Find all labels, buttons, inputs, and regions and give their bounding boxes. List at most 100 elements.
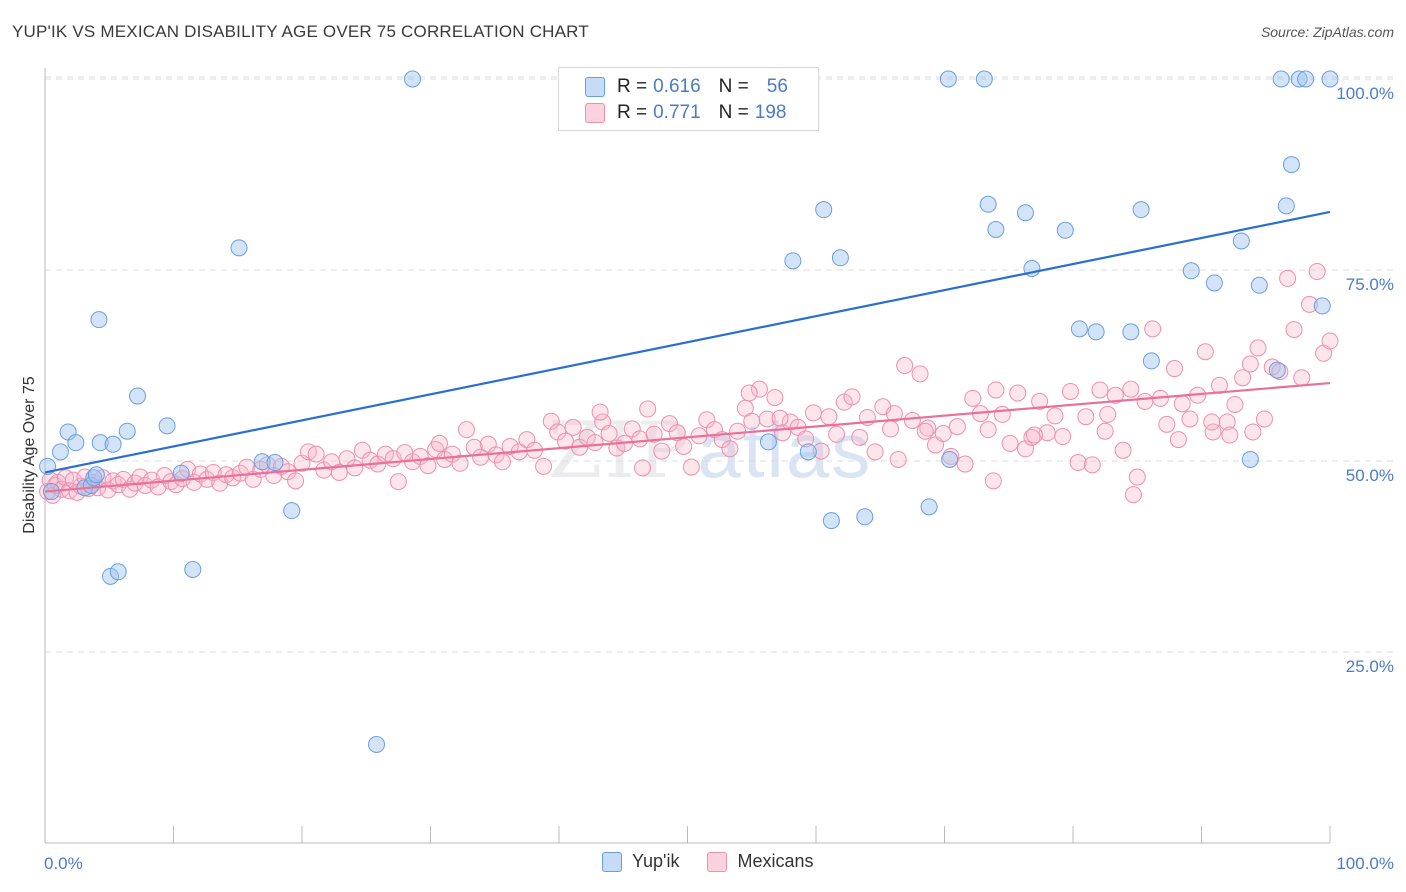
mexicans-point — [758, 410, 776, 428]
mexicans-point — [1077, 408, 1095, 426]
yupik-swatch — [585, 77, 605, 97]
mexicans-point — [1226, 395, 1244, 413]
yupik-point — [158, 417, 176, 435]
legend-item-mexicans: Mexicans — [707, 851, 814, 872]
mexicans-point — [1293, 369, 1311, 387]
mexicans-point — [916, 422, 934, 440]
y-tick-label: 50.0% — [1346, 466, 1394, 485]
legend-n-value-mexicans: 198 — [754, 102, 787, 123]
mexicans-point — [493, 453, 511, 471]
yupik-point — [404, 70, 422, 88]
mexicans-point — [1091, 381, 1109, 399]
mexicans-point — [1069, 454, 1087, 472]
mexicans-point — [1001, 434, 1019, 452]
yupik-point — [1087, 323, 1105, 341]
mexicans-point — [948, 418, 966, 436]
mexicans-point — [389, 473, 407, 491]
yupik-point — [85, 469, 103, 487]
mexicans-point — [987, 381, 1005, 399]
mexicans-point — [1122, 380, 1140, 398]
mexicans-point — [771, 409, 789, 427]
mexicans-point — [1244, 423, 1262, 441]
yupik-point — [51, 443, 69, 461]
mexicans-point — [211, 474, 229, 492]
mexicans-point — [851, 428, 869, 446]
yupik-point — [822, 512, 840, 530]
mexicans-point — [330, 463, 348, 481]
yupik-point — [129, 387, 147, 405]
mexicans-point — [984, 472, 1002, 490]
mexicans-point — [1300, 295, 1318, 313]
yupik-point — [1282, 156, 1300, 174]
yupik-point — [118, 422, 136, 440]
yupik-point — [815, 201, 833, 219]
x-tick-label-min: 0.0% — [44, 854, 83, 873]
yupik-point — [184, 560, 202, 578]
mexicans-point — [843, 388, 861, 406]
mexicans-point — [307, 445, 325, 463]
mexicans-point — [682, 458, 700, 476]
yupik-point — [939, 70, 957, 88]
legend-row-yupik: R = 0.616 N = 56 — [585, 74, 788, 100]
mexicans-point — [564, 418, 582, 436]
mexicans-point — [645, 425, 663, 443]
legend-r-label: R = — [617, 76, 648, 97]
legend-row-mexicans: R = 0.771 N = 198 — [585, 100, 786, 126]
yupik-point — [1277, 197, 1295, 215]
mexicans-point — [1255, 410, 1273, 428]
yupik-point — [1182, 262, 1200, 280]
watermark-zip: ZIP — [548, 406, 692, 496]
mexicans-point — [812, 442, 830, 460]
mexicans-point — [1031, 392, 1049, 410]
mexicans-point — [419, 457, 437, 475]
legend-label-yupik: Yup'ik — [632, 851, 680, 871]
mexicans-point — [743, 412, 761, 430]
yupik-point — [1142, 352, 1160, 370]
yupik-point — [979, 195, 997, 213]
mexicans-point — [600, 424, 618, 442]
mexicans-point — [1136, 392, 1154, 410]
mexicans-point — [1158, 415, 1176, 433]
yupik-point — [91, 434, 109, 452]
mexicans-point — [1061, 382, 1079, 400]
mexicans-point — [501, 437, 519, 455]
mexicans-point — [1308, 263, 1326, 281]
mexicans-point — [675, 437, 693, 455]
mexicans-point — [729, 422, 747, 440]
mexicans-point — [586, 434, 604, 452]
mexicans-point — [1169, 431, 1187, 449]
mexicans-point — [1096, 422, 1114, 440]
yupik-point — [920, 498, 938, 516]
mexicans-point — [911, 365, 929, 383]
yupik-point — [109, 563, 127, 581]
yupik-point — [941, 450, 959, 468]
x-tick-label-max: 100.0% — [1336, 854, 1394, 873]
legend-n-label: N = — [718, 76, 749, 97]
yupik-point — [230, 239, 248, 257]
mexicans-point — [1106, 386, 1124, 404]
mexicans-point — [896, 357, 914, 374]
mexicans-point — [804, 404, 822, 422]
watermark-atlas: atlas — [697, 406, 873, 494]
trend-lines — [44, 210, 1331, 493]
mexicans-point — [797, 430, 815, 448]
mexicans-point — [889, 450, 907, 468]
mexicans-point — [639, 400, 657, 418]
mexicans-point — [1221, 426, 1239, 444]
yupik-point — [975, 70, 993, 88]
axes — [44, 68, 1331, 844]
mexicans-point — [1234, 369, 1252, 387]
mexicans-point — [740, 384, 758, 402]
mexicans-point — [668, 424, 686, 442]
y-axis-title: Disability Age Over 75 — [21, 376, 38, 534]
yupik-point — [172, 464, 190, 482]
yupik-point — [1205, 274, 1223, 292]
grid-lines — [45, 76, 1394, 653]
mexicans-point — [1203, 413, 1221, 431]
mexicans-point — [1181, 410, 1199, 428]
mexicans-point — [866, 443, 884, 461]
mexicans-point — [1241, 355, 1259, 373]
mexicans-point — [591, 403, 609, 421]
mexicans-point — [750, 380, 768, 398]
yupik-point — [1290, 70, 1308, 88]
